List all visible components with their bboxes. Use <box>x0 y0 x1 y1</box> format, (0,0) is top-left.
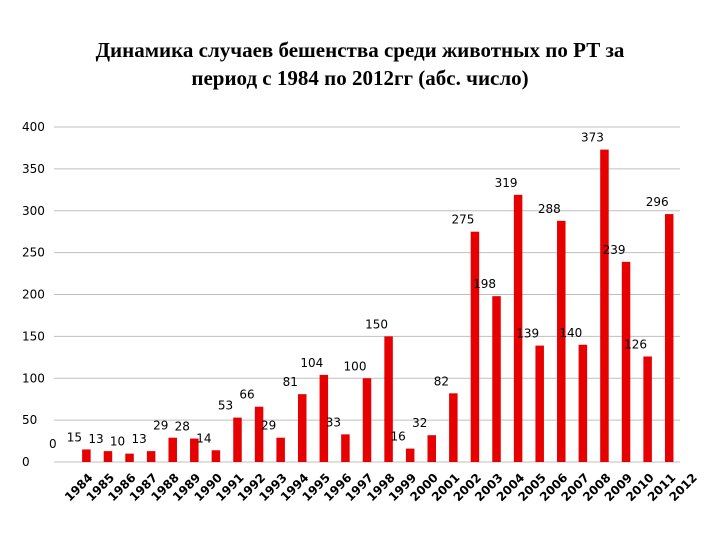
bar-1999 <box>384 336 393 462</box>
bar-1994 <box>276 437 285 462</box>
bar-2009 <box>600 149 609 463</box>
y-tick-label-400: 400 <box>22 120 45 134</box>
bar-2001 <box>427 435 437 462</box>
data-label-1998: 100 <box>344 359 367 373</box>
data-label-2011: 126 <box>624 337 647 351</box>
bar-1987 <box>125 453 134 462</box>
data-label-2006: 139 <box>516 327 539 341</box>
data-label-1992: 53 <box>218 399 233 413</box>
data-label-1986: 13 <box>88 432 103 446</box>
bar-1991 <box>211 450 221 462</box>
data-label-2005: 319 <box>495 176 518 190</box>
chart-title: Динамика случаев бешенства среди животны… <box>0 36 720 92</box>
data-label-1989: 29 <box>153 419 168 433</box>
data-label-2002: 82 <box>434 374 449 388</box>
chart-title-line-1: Динамика случаев бешенства среди животны… <box>95 38 625 62</box>
bar-2012 <box>664 214 674 462</box>
data-label-1993: 66 <box>239 388 254 402</box>
data-label-1985: 15 <box>67 430 82 444</box>
bar-1990 <box>190 438 199 462</box>
data-label-2010: 239 <box>603 243 626 257</box>
y-tick-label-250: 250 <box>22 246 45 260</box>
y-tick-label-100: 100 <box>22 371 45 385</box>
bar-1988 <box>146 451 156 462</box>
data-label-1988: 13 <box>131 432 146 446</box>
data-label-1994: 29 <box>261 419 276 433</box>
y-tick-label-0: 0 <box>22 455 30 469</box>
data-label-1996: 104 <box>300 356 323 370</box>
bar-1996 <box>319 374 329 462</box>
bar-1993 <box>254 406 264 462</box>
data-label-2012: 296 <box>646 195 669 209</box>
data-label-2003: 275 <box>451 213 474 227</box>
data-label-2000: 16 <box>391 430 406 444</box>
y-tick-label-200: 200 <box>22 288 45 302</box>
bar-2003 <box>470 231 480 462</box>
data-label-1990: 28 <box>175 420 190 434</box>
y-tick-label-150: 150 <box>22 329 45 343</box>
bar-1997 <box>341 434 350 462</box>
y-tick-label-50: 50 <box>22 413 37 427</box>
bar-2000 <box>405 448 415 462</box>
bar-2007 <box>557 220 566 462</box>
data-label-2008: 140 <box>559 326 582 340</box>
chart-title-line-2: период с 1984 по 2012гг (абс. число) <box>191 66 529 90</box>
bar-2011 <box>643 356 652 462</box>
data-label-2004: 198 <box>473 277 496 291</box>
bar-1985 <box>82 449 91 462</box>
bar-1989 <box>168 437 177 462</box>
bar-2005 <box>513 194 523 462</box>
bar-2008 <box>578 344 588 462</box>
data-label-1987: 10 <box>110 435 125 449</box>
y-tick-label-300: 300 <box>22 204 45 218</box>
data-label-1997: 33 <box>326 415 341 429</box>
bar-1998 <box>362 378 372 462</box>
data-label-1995: 81 <box>283 375 298 389</box>
bar-1995 <box>297 394 307 462</box>
bar-2006 <box>535 345 544 462</box>
bar-1986 <box>103 451 113 462</box>
data-label-1999: 150 <box>365 317 388 331</box>
data-label-2007: 288 <box>538 202 561 216</box>
data-label-1991: 14 <box>196 431 211 445</box>
bar-1992 <box>233 417 242 462</box>
data-label-2009: 373 <box>581 131 604 145</box>
bar-2002 <box>449 393 458 462</box>
data-label-2001: 32 <box>412 416 427 430</box>
bar-2010 <box>621 261 631 462</box>
data-label-1984: 0 <box>49 437 57 451</box>
y-tick-label-350: 350 <box>22 162 45 176</box>
bar-2004 <box>492 296 501 462</box>
